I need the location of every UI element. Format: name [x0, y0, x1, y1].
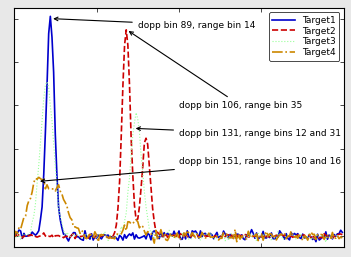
Target1 — [32, 232, 36, 235]
Target3 — [324, 241, 328, 244]
Target2 — [25, 234, 29, 237]
Target2 — [12, 235, 16, 238]
Target4 — [25, 204, 29, 207]
Target3 — [101, 234, 105, 237]
Target2 — [73, 237, 77, 240]
Target1 — [314, 240, 318, 243]
Target1 — [12, 230, 16, 233]
Target1 — [316, 233, 320, 236]
Line: Target1: Target1 — [14, 16, 342, 242]
Target2 — [124, 28, 128, 31]
Text: dopp bin 89, range bin 14: dopp bin 89, range bin 14 — [54, 17, 255, 30]
Target3 — [12, 236, 16, 239]
Target2 — [233, 238, 237, 241]
Text: dopp bin 131, range bins 12 and 31: dopp bin 131, range bins 12 and 31 — [137, 127, 341, 138]
Target4 — [152, 242, 157, 245]
Target2 — [99, 235, 104, 238]
Target1 — [25, 235, 29, 238]
Text: dopp bin 151, range bins 10 and 16: dopp bin 151, range bins 10 and 16 — [41, 158, 341, 183]
Target3 — [45, 80, 49, 83]
Target1 — [101, 234, 105, 237]
Target2 — [340, 233, 344, 236]
Line: Target2: Target2 — [14, 30, 342, 239]
Target4 — [316, 233, 320, 236]
Target2 — [32, 233, 36, 236]
Target4 — [75, 226, 79, 230]
Target4 — [101, 234, 105, 237]
Target1 — [340, 231, 344, 234]
Target2 — [316, 234, 320, 237]
Target3 — [327, 233, 331, 236]
Target2 — [327, 235, 331, 238]
Target3 — [75, 233, 79, 236]
Target4 — [37, 176, 41, 179]
Target4 — [327, 234, 331, 237]
Line: Target4: Target4 — [14, 177, 342, 243]
Text: dopp bin 106, range bin 35: dopp bin 106, range bin 35 — [130, 32, 302, 110]
Legend: Target1, Target2, Target3, Target4: Target1, Target2, Target3, Target4 — [269, 12, 339, 61]
Target3 — [340, 235, 344, 238]
Target3 — [32, 214, 36, 217]
Target3 — [314, 233, 318, 236]
Target4 — [12, 236, 16, 239]
Line: Target3: Target3 — [14, 82, 342, 242]
Target1 — [75, 235, 79, 238]
Target4 — [32, 181, 36, 184]
Target4 — [340, 236, 344, 240]
Target3 — [25, 233, 29, 236]
Target1 — [327, 234, 331, 237]
Target1 — [48, 15, 52, 18]
